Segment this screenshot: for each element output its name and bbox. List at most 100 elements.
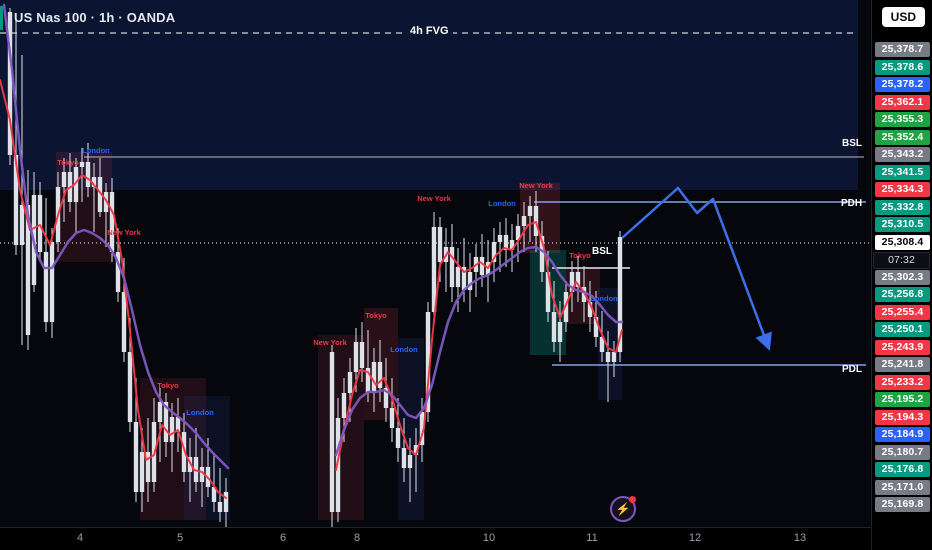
level-label-pdh[interactable]: PDH [841, 198, 863, 209]
candle-body [581, 287, 587, 302]
candle-body [91, 177, 97, 187]
level-label-bsl[interactable]: BSL [842, 138, 862, 149]
candle-body [211, 487, 217, 502]
candle-body [371, 362, 377, 392]
symbol-title[interactable]: US Nas 100 · 1h · OANDA [14, 10, 176, 25]
candle-body [49, 242, 55, 322]
candle-body [365, 368, 371, 392]
candle-body [467, 272, 473, 290]
candle-body [431, 227, 437, 312]
candle-body [145, 452, 151, 482]
candle-body [503, 235, 509, 250]
bar-countdown: 07:32 [873, 252, 930, 269]
ma-slow-line [334, 245, 624, 457]
currency-toggle-button[interactable]: USD [881, 7, 925, 27]
candle-body [13, 155, 19, 245]
left-accent-bar [0, 6, 3, 30]
level-label-pdl[interactable]: PDL [842, 364, 862, 375]
candle-body [359, 342, 365, 368]
time-axis[interactable]: 4 5 6 8 10 11 12 13 [0, 527, 872, 550]
time-axis-label: 6 [279, 532, 287, 544]
candle-body [527, 206, 533, 216]
price-scale-label: 25,256.8 [875, 287, 930, 302]
price-scale-label: 25,176.8 [875, 462, 930, 477]
candle-body [593, 317, 599, 337]
time-axis-label: 4 [76, 532, 84, 544]
candle-body [383, 388, 389, 408]
price-scale-label: 25,334.3 [875, 182, 930, 197]
candle-body [353, 342, 359, 372]
candle-body [377, 362, 383, 388]
candle-body [605, 352, 611, 362]
candle-body [73, 167, 79, 202]
candle-body [217, 502, 223, 512]
candle-body [163, 402, 169, 442]
price-scale-label: 25,169.8 [875, 497, 930, 512]
session-label: New York [417, 194, 451, 203]
candle-body [497, 235, 503, 242]
candle-body [127, 352, 133, 422]
candle-body [85, 162, 91, 187]
session-label: Tokyo [57, 158, 79, 167]
candle-body [97, 177, 103, 212]
time-axis-label: 13 [793, 532, 807, 544]
candle-body [491, 242, 497, 262]
price-scale-label: 25,241.8 [875, 357, 930, 372]
session-label: New York [519, 181, 553, 190]
candle-body [19, 205, 25, 245]
candle-body [545, 272, 551, 312]
candle-body [25, 205, 31, 335]
candle-body [521, 216, 527, 226]
lightning-icon: ⚡ [615, 502, 631, 516]
candle-body [575, 272, 581, 287]
zone-box [140, 378, 206, 520]
candle-body [611, 352, 617, 362]
time-axis-label: 11 [586, 532, 598, 544]
session-label: London [590, 294, 618, 303]
projection-drawing[interactable] [621, 186, 772, 351]
price-scale-label: 25,194.3 [875, 409, 930, 425]
candle-body [551, 312, 557, 342]
candle-body [175, 417, 181, 432]
price-scale-label: 25,310.5 [875, 217, 930, 232]
price-scale-label: 25,302.3 [875, 269, 930, 285]
candle-body [407, 455, 413, 468]
session-label: London [488, 199, 516, 208]
price-axis[interactable]: USD 25,378.7 25,378.6 25,378.2 25,362.1 25,3… [871, 0, 932, 550]
price-scale-label: 25,180.7 [875, 444, 930, 460]
candle-body [437, 227, 443, 262]
fvg-zone-label[interactable]: 4h FVG [406, 25, 453, 37]
candle-body [223, 492, 229, 512]
candle-body [515, 226, 521, 240]
strategy-bot-button[interactable]: ⚡ [610, 496, 636, 522]
notification-dot [629, 496, 636, 503]
candle-body [617, 237, 623, 352]
chart-canvas[interactable] [0, 0, 872, 528]
ma-fast-line [335, 221, 623, 471]
candle-body [395, 428, 401, 448]
level-label-bsl[interactable]: BSL [592, 246, 612, 257]
price-scale-label: 25,233.2 [875, 374, 930, 390]
candle-body [455, 267, 461, 287]
current-price-badge: 25,308.4 [875, 234, 930, 250]
ma-slow-line [2, 3, 230, 470]
session-label: London [82, 146, 110, 155]
candle-body [401, 448, 407, 468]
candle-body [425, 312, 431, 412]
candle-body [109, 192, 115, 252]
candle-body [341, 393, 347, 418]
price-scale-label: 25,184.9 [875, 427, 930, 442]
candle-body [347, 372, 353, 393]
session-label: New York [107, 228, 141, 237]
price-scale-label: 25,341.5 [875, 164, 930, 180]
candle-body [133, 422, 139, 492]
price-scale-label: 25,255.4 [875, 304, 930, 320]
candle-body [419, 412, 425, 445]
price-scale-label: 25,355.3 [875, 112, 930, 127]
price-scale-label: 25,343.2 [875, 147, 930, 162]
candle-body [37, 195, 43, 252]
candle-body [139, 452, 145, 492]
candle-body [7, 12, 13, 155]
price-scale-label: 25,362.1 [875, 94, 930, 110]
candle-body [61, 172, 67, 187]
